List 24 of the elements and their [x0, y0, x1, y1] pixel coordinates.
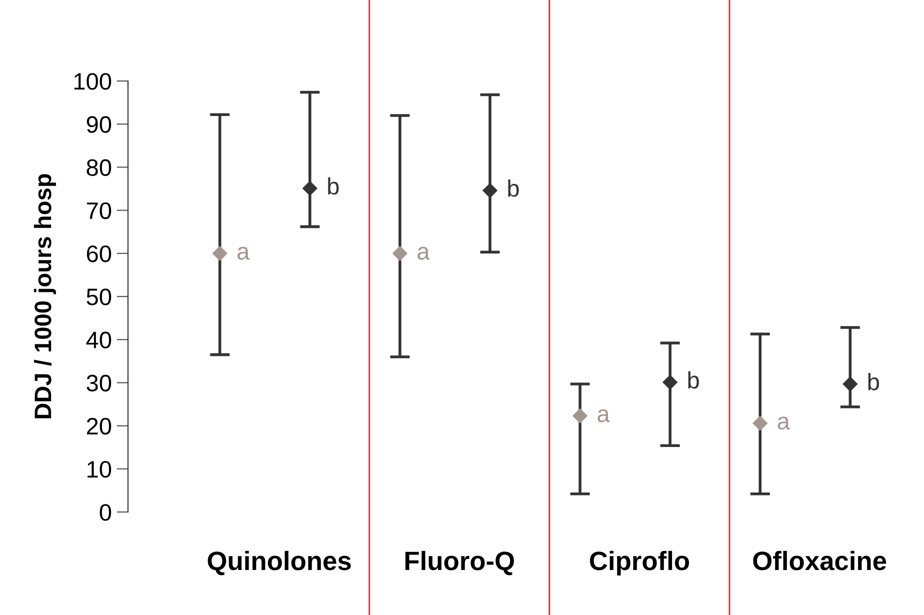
text: b: [688, 371, 699, 389]
y-tick-label: 70: [86, 202, 112, 220]
y-tick-label: 80: [86, 159, 112, 176]
text: a: [598, 409, 610, 422]
x-tick-label: Quinolones: [208, 550, 351, 576]
x-tick-label: Ofloxacine: [753, 550, 886, 570]
text: b: [508, 179, 519, 197]
y-tick-label: 0: [100, 504, 112, 521]
x-tick-label: Fluoro-Q: [405, 550, 514, 576]
y-tick-label: 40: [86, 332, 112, 348]
text: a: [418, 246, 430, 260]
y-tick-label: 30: [86, 374, 112, 392]
y-axis-title: DDJ / 1000 jours hosp: [34, 174, 56, 418]
series-label: a: [238, 246, 250, 260]
series-label: b: [328, 177, 339, 195]
x-tick-label: Ciproflo: [590, 550, 689, 576]
y-tick-label: 90: [86, 116, 112, 133]
y-tick-label: 50: [86, 288, 112, 306]
text: a: [778, 416, 790, 430]
y-tick-label: 60: [86, 245, 112, 262]
text: b: [868, 372, 879, 390]
y-tick-label: 100: [74, 73, 112, 90]
y-tick-label: 10: [88, 460, 112, 478]
y-tick-label: 20: [86, 418, 112, 435]
